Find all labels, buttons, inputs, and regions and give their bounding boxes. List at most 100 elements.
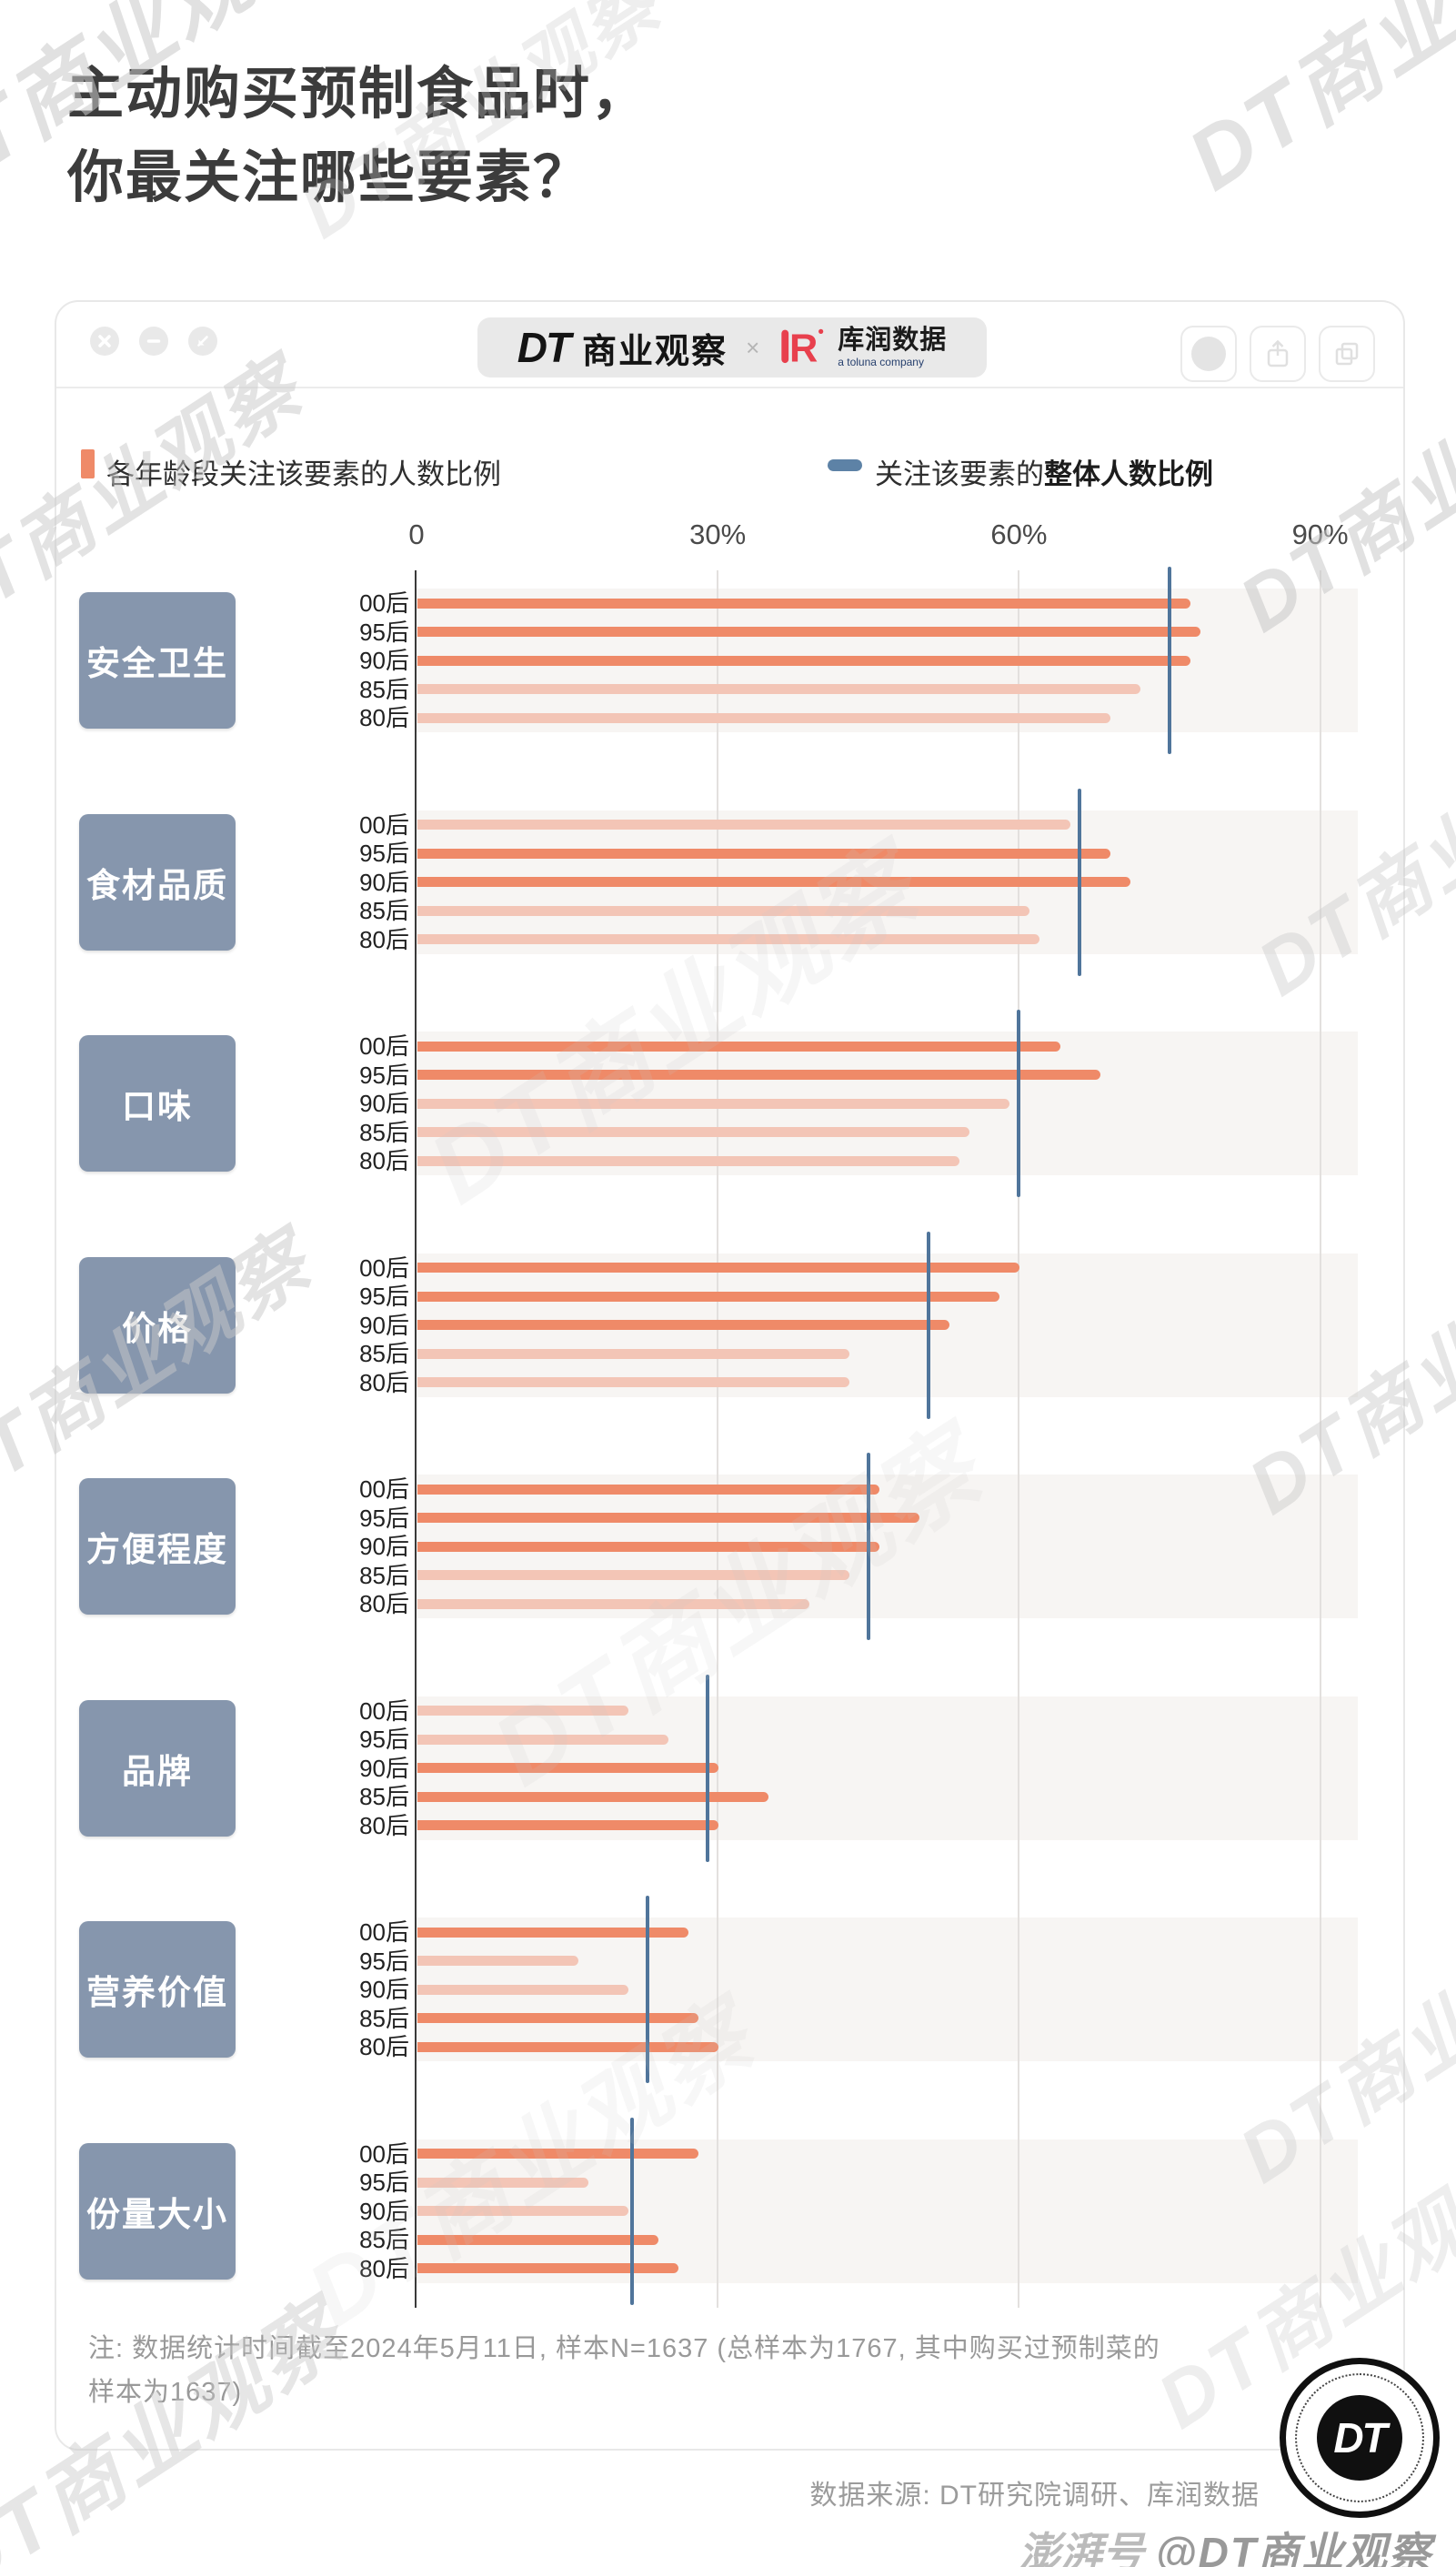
age-label: 00后 (359, 1032, 409, 1060)
brand-pill: DT 商业观察 × R 库润数据 a toluna company (477, 317, 987, 378)
bar (417, 1956, 578, 1967)
gridline (1319, 570, 1321, 2308)
age-label: 85后 (359, 1783, 409, 1811)
bar (417, 2234, 658, 2245)
category-label: 口味 (79, 1035, 236, 1172)
gridline (1018, 570, 1020, 2308)
diagonal-watermark: DT商业观察 (1171, 0, 1456, 209)
bar (417, 1484, 879, 1495)
legend-age-label: 各年龄段关注该要素的人数比例 (106, 458, 501, 490)
footnote: 注: 数据统计时间截至2024年5月11日, 样本N=1637 (总样本为176… (88, 2327, 1160, 2414)
bar (417, 655, 1191, 666)
age-label: 90后 (359, 647, 409, 675)
minimize-icon (146, 339, 161, 343)
overall-line (1168, 567, 1171, 754)
age-label: 00后 (359, 589, 409, 617)
record-button[interactable] (1180, 326, 1237, 382)
copy-button[interactable] (1319, 326, 1375, 382)
age-label: 85后 (359, 2226, 409, 2254)
age-label: 80后 (359, 1811, 409, 1839)
bar (417, 1127, 970, 1138)
bar (417, 1541, 879, 1552)
bar (417, 1763, 719, 1774)
minimize-button[interactable] (139, 327, 168, 356)
kurun-brand-name: 库润数据 a toluna company (838, 326, 948, 368)
category-label: 方便程度 (79, 1478, 236, 1615)
axis-tick-label: 90% (1291, 518, 1349, 550)
age-label: 90后 (359, 1976, 409, 2004)
bar (417, 627, 1201, 638)
axis-tick-label: 0 (408, 518, 425, 550)
age-label: 95后 (359, 1504, 409, 1532)
footnote-line-2: 样本为1637) (88, 2378, 243, 2407)
header-divider (56, 387, 1403, 388)
age-label: 85后 (359, 1118, 409, 1146)
age-label: 90后 (359, 1533, 409, 1561)
bar (417, 2149, 699, 2159)
age-label: 00后 (359, 1696, 409, 1725)
age-label: 80后 (359, 1147, 409, 1175)
age-label: 95后 (359, 618, 409, 646)
title-line-2: 你最关注哪些要素？ (67, 146, 592, 209)
bar (417, 1377, 849, 1388)
bar (417, 598, 1191, 609)
age-label: 85后 (359, 1561, 409, 1589)
overall-line (645, 1896, 649, 2083)
bar (417, 1291, 1000, 1302)
bar (417, 2206, 628, 2217)
bar (417, 1598, 809, 1609)
age-label: 00后 (359, 1918, 409, 1946)
age-label: 90后 (359, 1311, 409, 1339)
axis-line (415, 570, 417, 2308)
close-button[interactable] (90, 327, 119, 356)
chart: 0 30% 60% 90% 安全卫生 00后 95后 90后 85后 80后 食材品质 00后 95后 9… (56, 302, 1403, 2449)
age-label: 00后 (359, 2139, 409, 2168)
bar (417, 1927, 689, 1938)
overall-line (1077, 788, 1081, 976)
bar (417, 1320, 950, 1331)
data-source: 数据来源: DT研究院调研、库润数据 (809, 2481, 1260, 2511)
age-label: 95后 (359, 840, 409, 868)
dt-badge: DT (1280, 2358, 1440, 2518)
age-label: 00后 (359, 1253, 409, 1282)
age-label: 80后 (359, 2254, 409, 2282)
category-label: 安全卫生 (79, 592, 236, 729)
fullscreen-button[interactable] (188, 327, 217, 356)
bar (417, 1820, 719, 1831)
legend-overall-swatch (828, 459, 862, 471)
age-label: 80后 (359, 925, 409, 953)
age-label: 85后 (359, 897, 409, 925)
overall-line (706, 1674, 710, 1862)
dt-brand-name: 商业观察 (582, 332, 728, 371)
legend-age-swatch (81, 449, 95, 478)
age-label: 85后 (359, 2004, 409, 2032)
bar (417, 1513, 919, 1524)
bar (417, 2177, 588, 2188)
bar (417, 1734, 668, 1745)
gridline (717, 570, 719, 2308)
age-label: 80后 (359, 1368, 409, 1396)
age-label: 80后 (359, 704, 409, 732)
age-label: 90后 (359, 1090, 409, 1118)
category-label: 品牌 (79, 1699, 236, 1837)
kurun-logo-icon: R (778, 322, 825, 374)
overall-line (630, 2117, 635, 2305)
age-label: 90后 (359, 2197, 409, 2225)
bar (417, 877, 1130, 888)
share-icon (1267, 339, 1289, 367)
badge-disc: DT (1317, 2395, 1402, 2481)
dt-logo: DT (517, 324, 571, 371)
copy-icon (1335, 342, 1359, 366)
bar (417, 848, 1110, 859)
age-label: 90后 (359, 868, 409, 896)
age-label: 95后 (359, 1283, 409, 1311)
title-line-1: 主动购买预制食品时， (67, 63, 650, 126)
bar (417, 712, 1110, 723)
bar (417, 1984, 628, 1995)
footnote-line-1: 注: 数据统计时间截至2024年5月11日, 样本N=1637 (总样本为176… (88, 2334, 1160, 2363)
collab-x-icon: × (746, 333, 760, 361)
age-label: 90后 (359, 1754, 409, 1782)
share-button[interactable] (1250, 326, 1306, 382)
bar (417, 2041, 719, 2052)
